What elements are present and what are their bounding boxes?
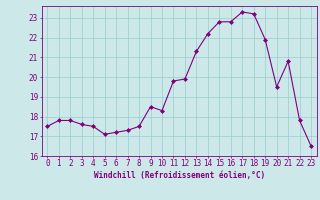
X-axis label: Windchill (Refroidissement éolien,°C): Windchill (Refroidissement éolien,°C) [94, 171, 265, 180]
